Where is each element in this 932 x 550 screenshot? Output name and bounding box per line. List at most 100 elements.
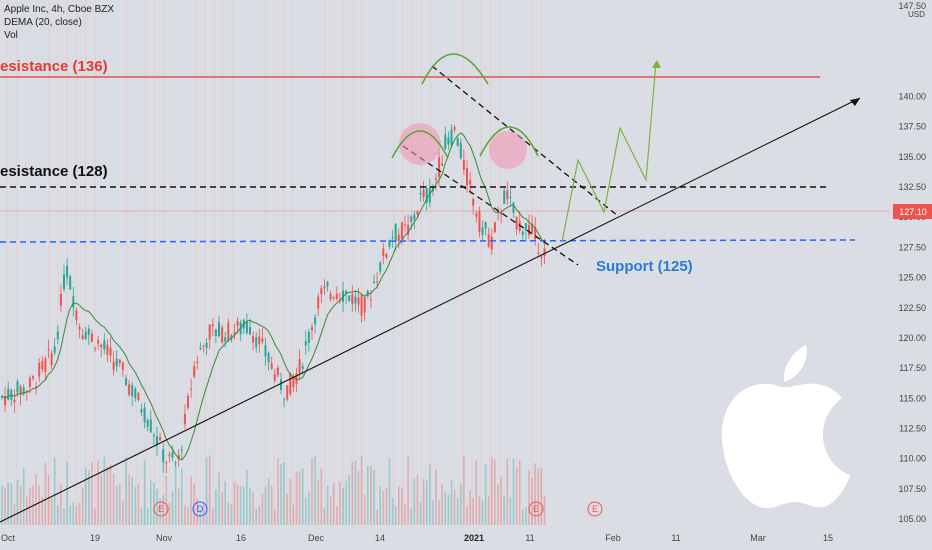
stripe [475,0,478,525]
volume-bar [150,480,152,525]
stripe [199,0,202,525]
volume-bar [4,487,6,525]
currency-label: USD [908,10,925,19]
volume-bar [518,460,521,525]
stripe [305,0,308,525]
volume-bar [376,509,378,525]
stripe [273,0,275,525]
volume-bar [543,495,546,525]
candle-body [125,378,127,386]
stripe [57,0,59,525]
volume-bar [301,468,304,525]
candle-body [171,452,174,458]
volume-bar [472,497,474,525]
volume-bar [351,462,354,525]
symbol-title[interactable]: Apple Inc, 4h, Cboe BZX [4,4,115,15]
volume-bar [370,465,372,525]
stripe [52,0,55,525]
price-tick: 105.00 [898,514,926,524]
volume-bar [298,471,301,525]
stripe [38,0,41,525]
volume-bars [1,455,546,525]
stripe [397,0,400,525]
earnings-marker-2-label: E [533,504,539,514]
price-tick: 147.50 [898,1,926,11]
indicator-label[interactable]: DEMA (20, close) [4,17,82,28]
candle-body [50,353,53,366]
candle-body [47,349,50,351]
volume-bar [398,486,400,525]
stripe [103,0,105,525]
candle-body [25,390,28,392]
stripe [457,0,459,525]
volume-bar [205,457,208,525]
candle-body [456,138,459,147]
volume-bar [311,457,313,525]
stripe [117,0,119,525]
volume-bar [255,509,257,525]
candle-body [190,388,193,390]
candle-body [348,295,351,301]
candle-body [534,227,537,240]
stripe [25,0,27,525]
volume-bar [140,508,143,525]
candle-body [97,340,100,344]
candle-body [311,327,313,331]
volume-bar [10,483,13,525]
stripe [227,0,229,525]
volume-label[interactable]: Vol [4,30,18,41]
volume-bar [453,489,456,525]
volume-bar [53,457,56,525]
stripe [43,0,45,525]
stripe [241,0,243,525]
candle-body [187,395,189,408]
volume-bar [97,460,99,525]
volume-bar [317,479,319,525]
stripe [287,0,289,525]
candle-body [394,223,397,242]
stripe [434,0,436,525]
candle-body [233,332,236,335]
volume-bar [379,486,381,525]
candle-body [438,157,441,177]
stripe [255,0,257,525]
stripe [521,0,524,525]
stripe [420,0,423,525]
candle-body [59,294,62,306]
stripe [112,0,114,525]
stripe [163,0,165,525]
candle-body [131,385,134,396]
channel-lower [402,145,579,266]
volume-bar [407,456,409,525]
support-125-label: Support (125) [596,258,693,275]
candle-body [345,291,348,295]
candle-body [416,211,419,215]
volume-bar [227,502,230,525]
volume-bar [44,462,47,525]
volume-bar [441,484,443,525]
stripe [195,0,197,525]
volume-bar [339,481,341,525]
price-tick: 117.50 [899,363,926,373]
volume-bar [153,482,155,525]
candle-body [379,262,382,272]
candle-body [478,211,481,232]
volume-bar [373,469,375,525]
stripe [503,0,505,525]
stripe [2,0,4,525]
stripe [512,0,515,525]
volume-bar [72,502,75,525]
volume-bar [456,498,459,525]
candle-body [118,359,121,364]
price-tick: 115.00 [899,393,926,403]
price-tick: 122.50 [898,303,926,313]
stripe [232,0,234,525]
time-tick: 2021 [464,533,484,543]
candle-body [447,137,450,145]
candle-body [428,188,431,203]
volume-bar [391,498,394,525]
candle-body [280,379,282,390]
stripe [121,0,124,525]
volume-bar [13,503,16,525]
